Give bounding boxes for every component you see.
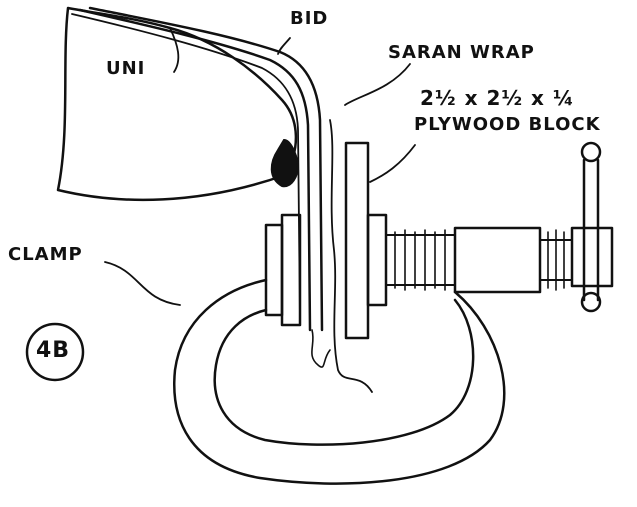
label-bid: BID [290,8,329,29]
clamp-jaw-left [264,223,284,317]
label-block-size: 2½ x 2½ x ¼ [420,86,575,110]
clamp-handle-knob-top [580,141,602,163]
plywood-block [344,141,370,340]
bid-layer-inner [78,8,312,332]
label-block-name: PLYWOOD BLOCK [414,114,601,135]
leader-plywood [369,144,416,183]
clamp-handle-knob-bottom [580,291,602,313]
bid-layer-mid [71,13,301,321]
leader-clamp [104,261,181,306]
label-clamp: CLAMP [8,244,83,265]
clamp-handle-block [570,226,614,288]
label-uni: UNI [106,58,146,79]
bid-layer-outer [88,6,324,332]
clamp-jaw-pad-right [366,213,388,307]
label-figure-number: 4B [36,338,71,363]
clamp-jaw-pad-left [280,213,302,327]
saran-wrap-film-left [311,329,331,368]
saran-wrap-film [329,119,373,393]
flox-bead [270,138,300,188]
leader-bid [277,37,291,55]
clamp-screw [385,234,456,286]
leader-uni [169,27,180,73]
clamp-handle-bar [582,158,600,302]
clamp-frame-boss [453,226,542,294]
clamp-screw-threads [394,229,446,291]
clamp-c-frame-inner [213,298,475,446]
leader-saran [344,63,411,106]
label-saran-wrap: SARAN WRAP [388,42,535,63]
uni-foam-core [56,6,298,202]
clamp-c-frame-outer [173,278,506,485]
figure-number-circle [25,322,85,382]
clamp-rod [539,239,573,281]
